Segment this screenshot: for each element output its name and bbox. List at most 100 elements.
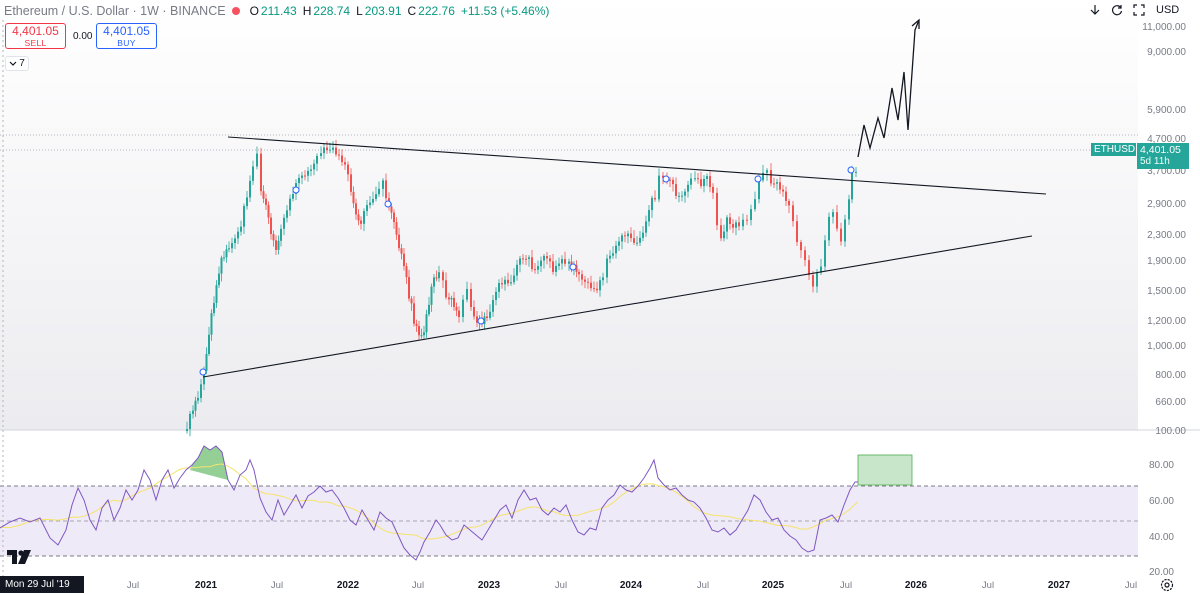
candle-body	[568, 261, 570, 264]
candle-body	[307, 170, 309, 176]
indicators-toggle-button[interactable]: 7	[5, 56, 29, 71]
candle-body	[220, 257, 223, 274]
fullscreen-button[interactable]	[1128, 1, 1150, 19]
candle-body	[581, 274, 583, 280]
currency-selector[interactable]: USD	[1156, 4, 1180, 16]
chevron-down-icon	[9, 61, 17, 66]
candle-body	[200, 384, 202, 398]
candle-body	[495, 291, 497, 300]
candle-body	[243, 206, 245, 227]
candle-body	[546, 256, 548, 259]
download-button[interactable]	[1084, 1, 1106, 19]
candle-body	[578, 271, 580, 275]
candle-body	[703, 178, 705, 187]
candle-body	[438, 272, 440, 279]
ohlc-values: O 211.43 H 228.74 L 203.91 C 222.76 +11.53 (…	[250, 4, 550, 18]
candle-body	[435, 277, 438, 279]
refresh-button[interactable]	[1106, 1, 1128, 19]
candle-body	[283, 217, 285, 229]
candle-body	[555, 265, 557, 272]
candle-body	[210, 313, 213, 335]
candle-body	[742, 219, 744, 227]
tradingview-logo-icon[interactable]	[6, 548, 36, 566]
candle-body	[706, 176, 708, 179]
candle-body	[231, 243, 233, 249]
refresh-icon	[1111, 5, 1123, 16]
candle-body	[252, 166, 254, 181]
price-axis-label: 11,000.00	[1142, 22, 1186, 33]
rsi-axis-label: 80.00	[1148, 460, 1174, 471]
settings-gear-icon[interactable]	[1160, 578, 1174, 592]
price-axis-label: 3,700.00	[1147, 166, 1186, 177]
candle-body	[393, 212, 395, 223]
candle-body	[262, 191, 265, 199]
price-axis-label: 1,000.00	[1147, 341, 1186, 352]
candle-body	[639, 237, 641, 243]
candle-body	[654, 197, 656, 200]
candle-body	[796, 221, 798, 243]
candle-body	[304, 175, 306, 177]
candle-body	[234, 238, 236, 244]
candle-body	[606, 258, 608, 278]
candle-body	[675, 184, 677, 196]
low-key: L	[356, 4, 363, 18]
candle-body	[855, 171, 857, 173]
candle-body	[430, 286, 433, 305]
candle-body	[256, 153, 258, 167]
candle-body	[537, 266, 539, 270]
candle-body	[462, 299, 464, 318]
candle-body	[390, 206, 393, 213]
candle-body	[549, 258, 551, 262]
projection-path	[857, 19, 920, 158]
candle-body	[587, 281, 589, 283]
candle-body	[785, 191, 787, 201]
candle-body	[519, 258, 521, 265]
candle-body	[335, 147, 337, 155]
candle-body	[240, 226, 242, 232]
candle-body	[624, 235, 626, 237]
sell-button[interactable]: 4,401.05 SELL	[5, 23, 66, 49]
candle-body	[824, 240, 826, 267]
candle-body	[618, 241, 620, 246]
drawing-anchor	[477, 317, 485, 325]
candle-body	[395, 222, 398, 235]
market-status-dot	[231, 7, 240, 15]
buy-price: 4,401.05	[103, 24, 150, 38]
candle-body	[492, 299, 494, 312]
projection-arrowhead	[911, 18, 920, 29]
candle-body	[483, 316, 486, 324]
time-axis-label: 2023	[477, 580, 501, 591]
candle-body	[298, 177, 300, 184]
time-axis-label: 2022	[336, 580, 360, 591]
candle-body	[326, 147, 328, 151]
candle-body	[630, 233, 632, 239]
rsi-overbought-fill	[190, 446, 228, 480]
symbol-title[interactable]: Ethereum / U.S. Dollar · 1W · BINANCE	[4, 4, 226, 18]
candle-body	[828, 216, 830, 241]
candle-body	[277, 240, 280, 250]
candle-body	[513, 275, 515, 283]
candle-body	[270, 217, 272, 235]
candle-body	[189, 413, 191, 430]
buy-button[interactable]: 4,401.05 BUY	[96, 23, 157, 49]
candle-body	[455, 306, 458, 311]
drawing-anchor	[847, 166, 855, 174]
candle-body	[280, 228, 282, 241]
candle-body	[633, 238, 635, 243]
candle-body	[561, 259, 563, 264]
rsi-line	[0, 445, 858, 561]
last-price-tag: 4,401.05 5d 11h	[1137, 143, 1189, 169]
candle-body	[694, 178, 696, 180]
candle-body	[528, 257, 530, 259]
candle-body	[403, 253, 405, 267]
candle-body	[812, 275, 814, 287]
candle-body	[405, 266, 408, 278]
price-axis-label: 5,900.00	[1147, 105, 1186, 116]
sell-label: SELL	[24, 38, 47, 48]
price-axis-label: 2,900.00	[1147, 199, 1186, 210]
indicator-count: 7	[19, 58, 25, 69]
candle-body	[531, 257, 533, 270]
candle-body	[369, 202, 371, 206]
candle-body	[301, 175, 303, 178]
